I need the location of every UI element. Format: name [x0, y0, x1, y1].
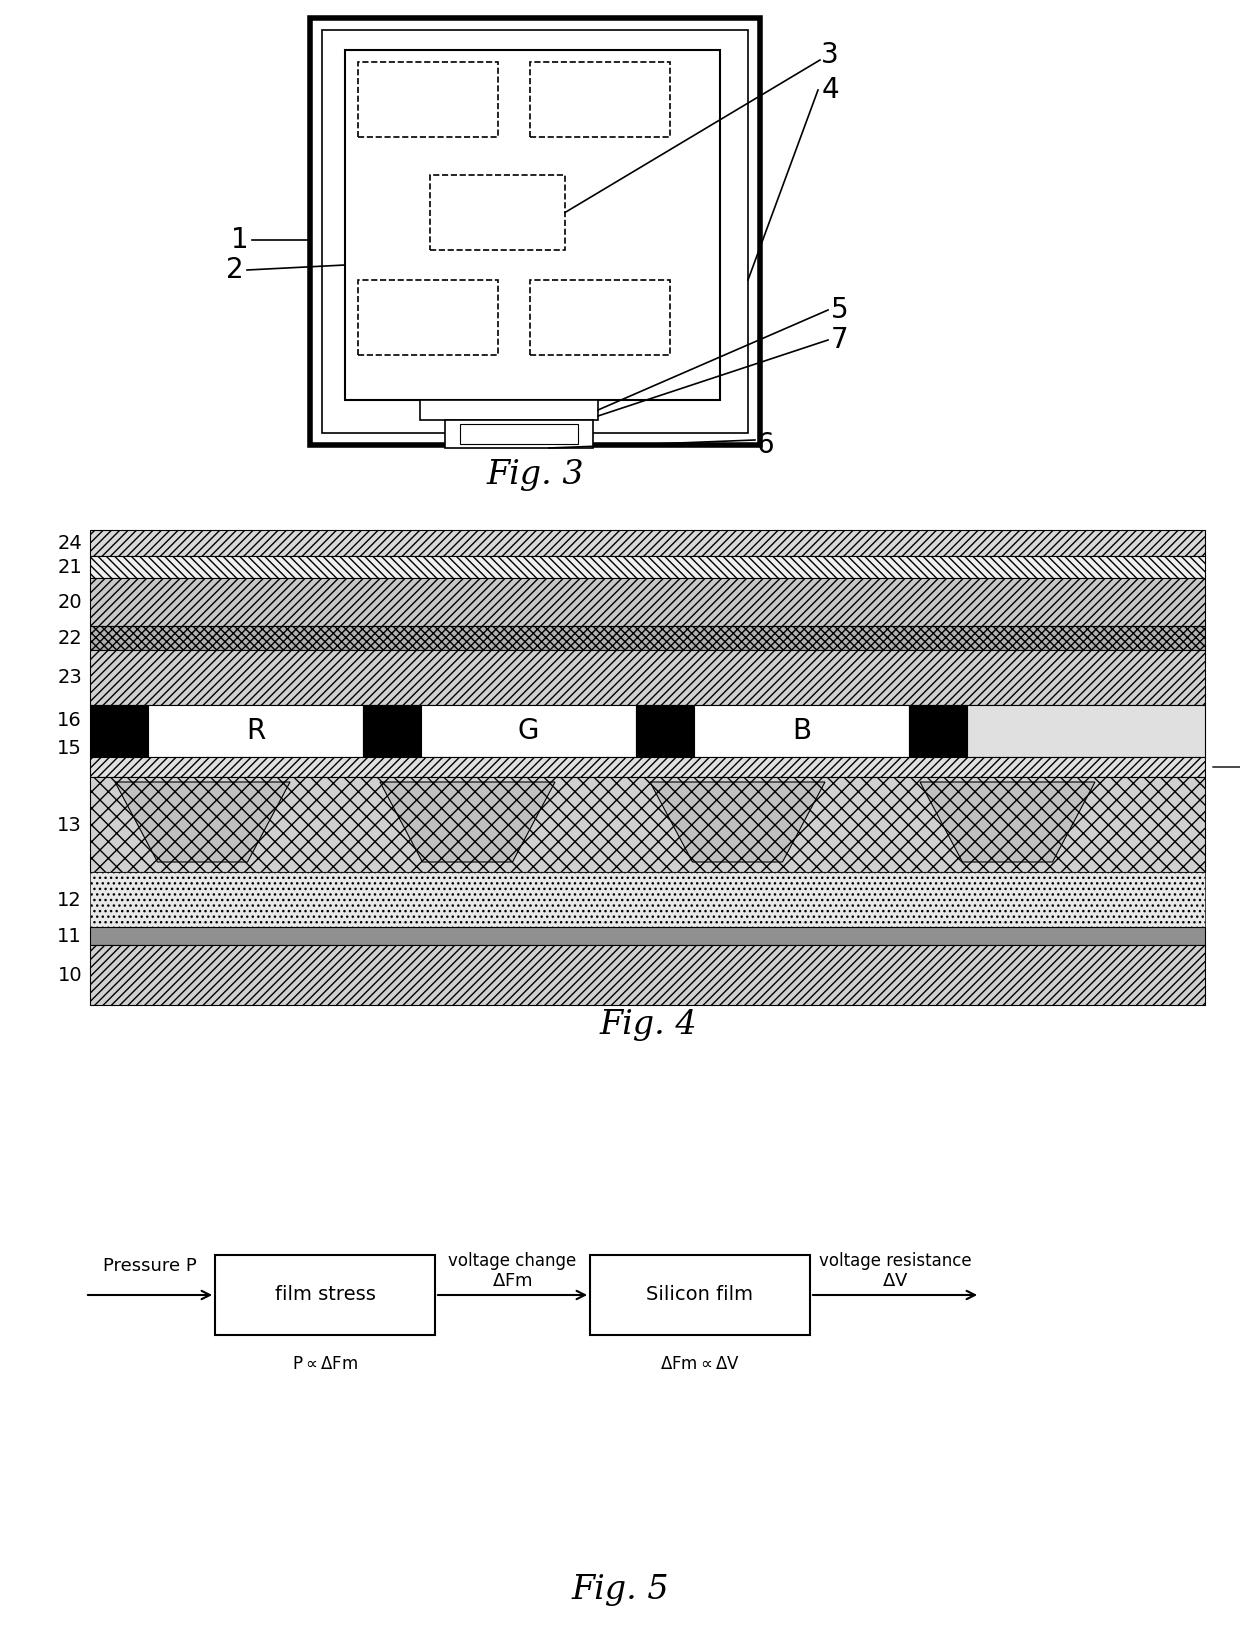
- Bar: [694, 705, 909, 757]
- Bar: [91, 927, 1205, 945]
- Bar: [91, 777, 1205, 872]
- Text: B: B: [792, 717, 811, 744]
- Bar: [909, 705, 967, 757]
- Bar: [358, 280, 498, 355]
- Text: voltage resistance: voltage resistance: [818, 1253, 971, 1271]
- Bar: [529, 280, 670, 355]
- Text: 22: 22: [57, 629, 82, 647]
- Text: 1: 1: [231, 226, 249, 254]
- Text: 23: 23: [57, 668, 82, 687]
- Text: 16: 16: [57, 710, 82, 730]
- Text: G: G: [518, 717, 539, 744]
- Bar: [460, 424, 578, 445]
- Text: voltage change: voltage change: [449, 1253, 577, 1271]
- Bar: [215, 1254, 435, 1336]
- Polygon shape: [115, 782, 290, 862]
- Text: 11: 11: [57, 927, 82, 945]
- Bar: [91, 705, 148, 757]
- Text: Pressure P: Pressure P: [103, 1258, 197, 1276]
- Bar: [967, 705, 1205, 757]
- Polygon shape: [379, 782, 556, 862]
- Text: Fig. 5: Fig. 5: [572, 1574, 668, 1606]
- Text: Fig. 4: Fig. 4: [599, 1008, 697, 1041]
- Bar: [322, 29, 748, 433]
- Text: 10: 10: [57, 966, 82, 984]
- Bar: [345, 50, 720, 401]
- Bar: [430, 174, 565, 249]
- Bar: [310, 18, 760, 445]
- Text: 2: 2: [226, 256, 244, 283]
- Text: 20: 20: [57, 593, 82, 611]
- Bar: [91, 757, 1205, 777]
- Bar: [91, 529, 1205, 555]
- Bar: [91, 578, 1205, 626]
- Bar: [445, 420, 593, 448]
- Text: R: R: [246, 717, 265, 744]
- Bar: [148, 705, 363, 757]
- Bar: [420, 401, 598, 420]
- Text: 24: 24: [57, 534, 82, 552]
- Bar: [422, 705, 636, 757]
- Text: 5: 5: [831, 296, 849, 324]
- Text: 3: 3: [821, 41, 839, 68]
- Text: Fig. 3: Fig. 3: [486, 459, 584, 490]
- Text: P$\propto\Delta$Fm: P$\propto\Delta$Fm: [291, 1355, 358, 1373]
- Bar: [91, 650, 1205, 705]
- Polygon shape: [920, 782, 1095, 862]
- Text: Silicon film: Silicon film: [646, 1285, 754, 1305]
- Text: 7: 7: [831, 326, 849, 353]
- Text: $\Delta$Fm: $\Delta$Fm: [492, 1272, 533, 1290]
- Polygon shape: [650, 782, 825, 862]
- Text: $\Delta$Fm$\propto\Delta$V: $\Delta$Fm$\propto\Delta$V: [660, 1355, 740, 1373]
- Text: 15: 15: [57, 738, 82, 757]
- Text: $\Delta$V: $\Delta$V: [882, 1272, 908, 1290]
- Bar: [636, 705, 694, 757]
- Text: 4: 4: [821, 77, 838, 104]
- Bar: [363, 705, 422, 757]
- Text: 12: 12: [57, 891, 82, 909]
- Bar: [91, 945, 1205, 1005]
- Bar: [358, 62, 498, 137]
- Text: 13: 13: [57, 816, 82, 834]
- Text: 6: 6: [756, 432, 774, 459]
- Text: 21: 21: [57, 557, 82, 577]
- Bar: [91, 555, 1205, 578]
- Bar: [91, 626, 1205, 650]
- Bar: [91, 872, 1205, 927]
- Text: film stress: film stress: [274, 1285, 376, 1305]
- Bar: [590, 1254, 810, 1336]
- Bar: [529, 62, 670, 137]
